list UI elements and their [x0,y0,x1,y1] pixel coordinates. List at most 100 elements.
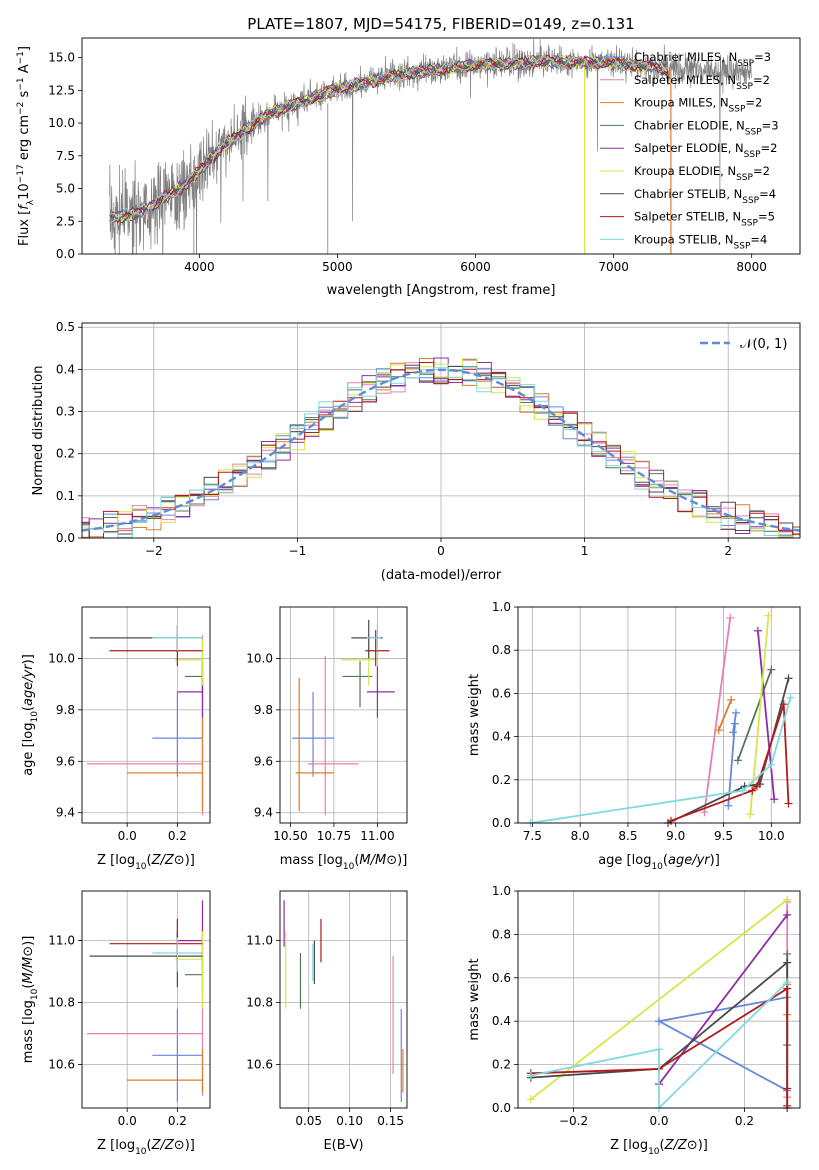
y-tick-label: 10.6 [246,1058,273,1072]
weight-marker [666,816,675,825]
errorbar-kroupa-miles [127,657,204,812]
errorbar-kroupa-stelib [152,625,203,651]
x-tick-label: 6000 [460,260,491,274]
y-tick-label: 1.0 [492,600,511,614]
legend-label: Salpeter ELODIE, NSSP=2 [634,141,777,160]
x-tick-label: 7.5 [523,829,542,843]
axes-frame [517,890,801,1109]
weight-line-salpeter-elodie [658,914,788,1085]
x-tick-label: −2 [145,544,163,558]
weight-marker [700,808,709,817]
legend-label: Salpeter STELIB, NSSP=5 [634,210,775,229]
axes-frame [81,890,211,1109]
errorbar-salpeter-elodie [366,666,395,718]
spectrum-panel: 4000 5000 6000 7000 8000 0.0 2.5 5.0 7.5 10.0 12.5… [16,37,801,298]
x-tick-label: −0.2 [559,1114,588,1128]
axes-frame [81,322,801,539]
y-tick-label: 0.0 [56,247,75,261]
x-axis-label: Z [log10(Z/Z⊙)] [610,1138,708,1157]
weight-marker [726,613,735,622]
weight-marker [783,1084,792,1093]
x-tick-label: 0.15 [377,1114,404,1128]
weight-marker [764,611,773,620]
x-tick-label: 9.5 [714,829,733,843]
y-tick-label: 0.4 [56,362,75,376]
weight-marker [526,1095,535,1104]
y-tick-label: 0.0 [492,816,511,830]
x-tick-label: 0.0 [118,1114,137,1128]
x-tick-label: 4000 [184,260,215,274]
y-tick-label: 0.6 [492,971,511,985]
model-line-kroupa-stelib [109,54,669,225]
weight-marker [784,799,793,808]
y-tick-label: 9.6 [254,754,273,768]
weight-vs-age-panel: 7.5 8.0 8.5 9.0 9.5 10.0 0.0 0.2 0.4 0.6 0.8 1.0 age… [467,600,801,872]
x-tick-label: 0.10 [336,1114,363,1128]
model-line-kroupa-elodie [109,55,669,222]
x-tick-label: 0.0 [118,829,137,843]
errorbar-chabrier-elodie [342,661,373,708]
y-tick-label: 9.8 [254,703,273,717]
y-tick-label: 0.6 [492,686,511,700]
weight-marker [714,726,723,735]
errorbar-kroupa-miles [295,677,334,812]
legend-label: Salpeter MILES, NSSP=2 [634,73,770,92]
weight-marker [783,1101,792,1110]
x-tick-label: 0.2 [168,1114,187,1128]
weight-line-kroupa-stelib [530,981,788,1108]
y-tick-label: 0.4 [492,730,511,744]
y-tick-label: 12.5 [48,83,75,97]
y-tick-label: 0.4 [492,1014,511,1028]
residuals-panel: −2 −1 0 1 2 0.0 0.1 0.2 0.3 0.4 0.5 𝒩(0, 1) (data-mo… [31,320,801,583]
y-tick-label: 0.2 [492,773,511,787]
weight-marker [738,786,747,795]
legend: Chabrier MILES, NSSP=3 Salpeter MILES, NS… [600,50,779,251]
y-tick-label: 0.3 [56,405,75,419]
y-tick-label: 0.0 [492,1101,511,1115]
weight-marker [731,708,740,717]
weight-marker [748,786,757,795]
y-tick-label: 9.4 [56,806,75,820]
x-axis-label: Z [log10(Z/Z⊙)] [97,853,195,872]
axes-frame [517,606,801,824]
y-tick-label: 10.0 [246,651,273,665]
y-tick-label: 9.6 [56,754,75,768]
gaussian-legend-label: 𝒩(0, 1) [740,337,787,352]
x-tick-label: 0.05 [295,1114,322,1128]
y-tick-label: 1.0 [492,884,511,898]
weight-marker [770,795,779,804]
weight-line-salpeter-elodie [757,630,776,800]
x-tick-label: 8000 [736,260,767,274]
x-tick-label: 2 [724,544,732,558]
legend-label: Kroupa MILES, NSSP=2 [634,96,762,115]
y-tick-label: 10.6 [48,1058,75,1072]
x-tick-label: 0.2 [168,829,187,843]
weight-marker [783,958,792,967]
errorbar-kroupa-stelib [366,625,381,651]
weight-marker [727,695,736,704]
x-axis-label: mass [log10(M/M⊙)] [280,853,408,872]
legend-label: Chabrier ELODIE, NSSP=3 [634,118,779,137]
errorbar-chabrier-elodie [184,956,204,994]
x-tick-label: 0.2 [735,1114,754,1128]
x-tick-label: 1 [581,544,589,558]
legend-label: Chabrier STELIB, NSSP=4 [634,187,776,206]
legend-label: Chabrier MILES, NSSP=3 [634,50,771,69]
weight-line-salpeter-miles [703,617,732,813]
figure-title: PLATE=1807, MJD=54175, FIBERID=0149, z=0… [247,15,634,33]
weight-vs-Z-panel: −0.2 0.0 0.2 0.0 0.2 0.4 0.6 0.8 1.0 Z [log10(Z/Z… [467,884,801,1157]
x-tick-label: 10.50 [273,829,307,843]
x-tick-label: 11.00 [360,829,394,843]
x-tick-label: 8.5 [618,829,637,843]
weight-line-kroupa-stelib [530,697,792,823]
weight-line-chabrier-elodie [737,669,773,761]
y-tick-label: 0.2 [492,1058,511,1072]
x-tick-label: 9.0 [666,829,685,843]
errorbar-kroupa-miles [127,1049,204,1093]
weight-marker [786,693,795,702]
weight-marker [767,760,776,769]
y-axis-label: age [log10(age/yr)] [21,654,40,776]
errorbar-kroupa-stelib [152,937,203,972]
weight-marker [655,1045,663,1054]
